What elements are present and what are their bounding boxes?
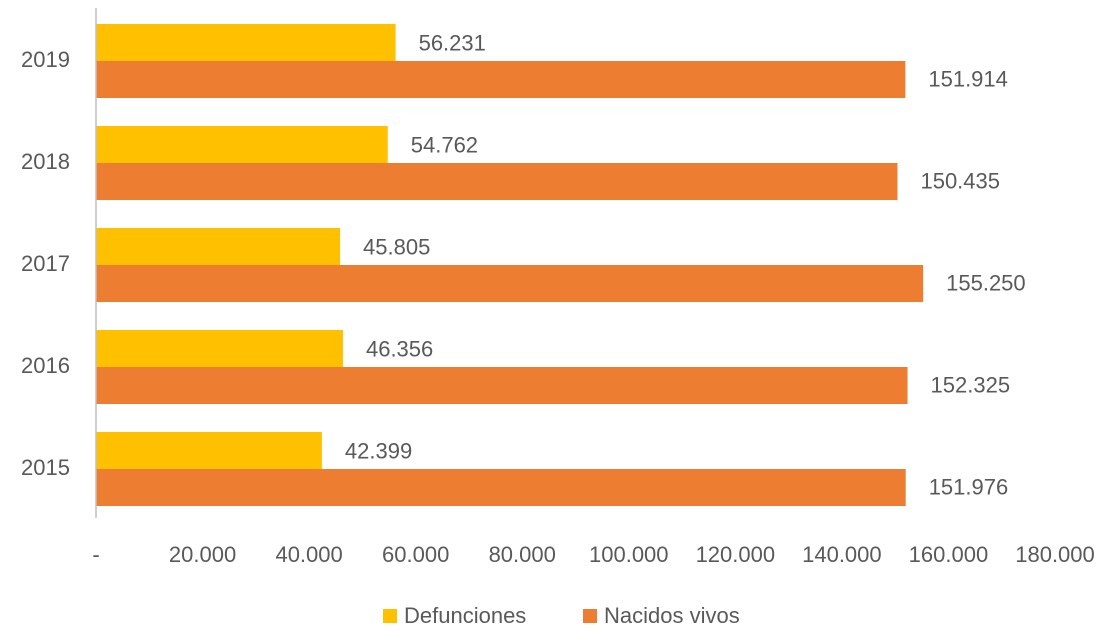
- x-tick-label: 60.000: [382, 542, 449, 567]
- bar: [96, 265, 924, 302]
- legend-label: Nacidos vivos: [604, 603, 740, 628]
- data-label: 151.914: [928, 66, 1008, 91]
- bar: [96, 330, 343, 367]
- x-tick-label: 100.000: [589, 542, 669, 567]
- y-tick-label: 2018: [21, 149, 70, 174]
- bar: [96, 469, 906, 506]
- data-label: 152.325: [931, 372, 1011, 397]
- y-tick-label: 2016: [21, 353, 70, 378]
- x-tick-label: 160.000: [909, 542, 989, 567]
- data-label: 46.356: [366, 336, 433, 361]
- x-tick-label: 140.000: [802, 542, 882, 567]
- bar: [96, 432, 322, 469]
- legend-label: Defunciones: [404, 603, 526, 628]
- data-label: 150.435: [920, 168, 1000, 193]
- x-tick-label: 180.000: [1015, 542, 1095, 567]
- bar: [96, 163, 898, 200]
- x-tick-label: 40.000: [275, 542, 342, 567]
- legend-swatch: [583, 609, 597, 623]
- bar: [96, 367, 908, 404]
- x-tick-label: 120.000: [696, 542, 776, 567]
- data-label: 45.805: [363, 234, 430, 259]
- data-label: 56.231: [419, 30, 486, 55]
- bar: [96, 61, 906, 98]
- bar: [96, 126, 388, 163]
- data-label: 54.762: [411, 132, 478, 157]
- x-tick-label: -: [92, 542, 99, 567]
- y-tick-label: 2017: [21, 251, 70, 276]
- x-tick-label: 80.000: [489, 542, 556, 567]
- y-tick-label: 2019: [21, 47, 70, 72]
- data-label: 155.250: [946, 270, 1026, 295]
- bar: [96, 24, 396, 61]
- data-label: 151.976: [929, 474, 1009, 499]
- legend-swatch: [383, 609, 397, 623]
- y-tick-label: 2015: [21, 455, 70, 480]
- bar: [96, 228, 341, 265]
- x-tick-label: 20.000: [169, 542, 236, 567]
- data-label: 42.399: [345, 438, 412, 463]
